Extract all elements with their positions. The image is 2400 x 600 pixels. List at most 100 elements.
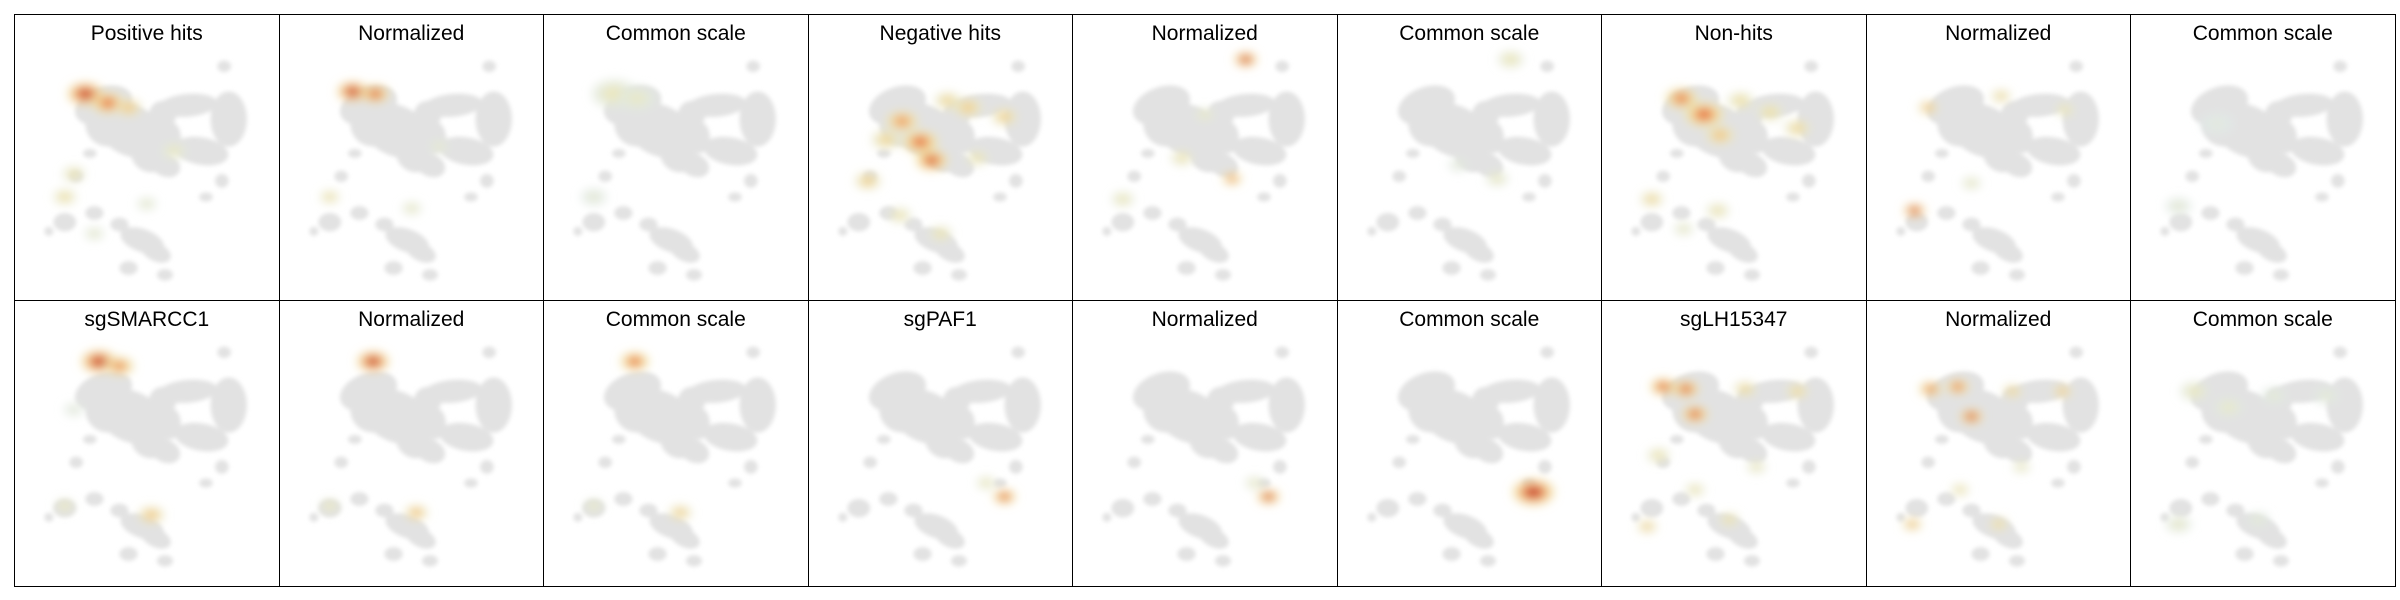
density-panel: Normalized: [1072, 14, 1338, 301]
cluster-region: [1496, 422, 1551, 452]
density-hotspot: [895, 117, 908, 125]
density-hotspots: [581, 79, 657, 205]
density-hotspot: [146, 512, 156, 518]
cluster-region: [2274, 93, 2334, 117]
cluster-region: [1216, 407, 1239, 440]
density-map: [573, 60, 776, 281]
cluster-region: [1273, 174, 1287, 188]
density-hotspot: [982, 480, 990, 486]
panel-title: Normalized: [1945, 308, 2052, 331]
cluster-region: [703, 422, 758, 452]
cluster-region: [308, 512, 318, 522]
cluster-region: [2050, 478, 2065, 488]
cluster-region: [463, 192, 478, 202]
cluster-region: [438, 136, 493, 166]
cluster-region: [669, 527, 700, 549]
cluster-region: [2226, 217, 2245, 232]
cluster-region: [1992, 527, 2023, 549]
density-hotspot: [92, 357, 106, 366]
cluster-region: [950, 555, 967, 567]
density-hotspots: [1245, 476, 1280, 504]
cluster-region: [481, 60, 496, 73]
cluster-region: [1275, 346, 1289, 359]
density-hotspots: [1111, 52, 1257, 207]
density-panel: Common scale: [543, 14, 809, 301]
cluster-region: [1214, 555, 1231, 567]
density-map: [837, 346, 1041, 567]
density-hotspots: [854, 92, 1017, 241]
cluster-region: [110, 217, 129, 232]
cluster-region: [174, 422, 229, 452]
cluster-region: [1745, 121, 1768, 154]
cluster-region: [1539, 60, 1554, 73]
cluster-region: [1102, 512, 1112, 522]
cluster-region: [1895, 512, 1905, 522]
density-hotspot: [962, 104, 973, 111]
density-map: [1102, 346, 1305, 567]
cluster-region: [2333, 60, 2347, 73]
cluster-region: [739, 91, 776, 147]
cluster-region: [1268, 377, 1305, 433]
cluster-region: [83, 434, 97, 444]
cluster-region: [1670, 148, 1684, 158]
density-hotspot: [70, 171, 78, 177]
cluster-region: [1143, 206, 1162, 220]
cluster-region: [119, 547, 138, 561]
cluster-region: [1727, 527, 1758, 549]
cluster-region: [1003, 91, 1041, 147]
cluster-region: [347, 434, 362, 444]
cluster-region: [422, 407, 446, 440]
cluster-region: [876, 148, 891, 158]
panel-title: Common scale: [605, 308, 746, 331]
density-hotspots: [1902, 379, 2072, 531]
density-panel-grid: Positive hits Normalized Common scale Negat…: [14, 14, 2396, 587]
cluster-region: [1904, 212, 1928, 232]
cluster-region: [1257, 192, 1271, 202]
cluster-region: [2256, 241, 2287, 263]
density-hotspot: [366, 358, 379, 365]
cluster-region: [374, 503, 394, 518]
cluster-region: [1697, 503, 1716, 518]
cluster-region: [2199, 148, 2213, 158]
cluster-region: [1904, 498, 1928, 518]
density-hotspot: [1680, 226, 1688, 232]
cluster-region: [943, 438, 974, 464]
cluster-region: [992, 478, 1007, 488]
cluster-region: [1407, 492, 1426, 506]
density-map: [837, 60, 1041, 281]
density-hotspot: [61, 503, 69, 508]
cluster-region: [83, 148, 97, 158]
base-map: [837, 346, 1041, 567]
cluster-region: [903, 503, 923, 518]
density-hotspots: [53, 82, 187, 240]
density-map: [44, 346, 247, 567]
cluster-region: [463, 478, 478, 488]
density-hotspot: [1691, 487, 1699, 492]
cluster-region: [1936, 386, 1983, 433]
cluster-region: [1727, 241, 1758, 263]
density-hotspot: [79, 90, 92, 98]
base-map: [2160, 346, 2363, 567]
cluster-region: [2331, 460, 2345, 474]
cluster-region: [1010, 346, 1025, 359]
cluster-region: [2066, 174, 2081, 188]
cluster-region: [2068, 346, 2083, 359]
cluster-region: [687, 407, 710, 440]
cluster-region: [85, 206, 104, 220]
cluster-region: [728, 478, 742, 488]
cluster-region: [1407, 386, 1454, 433]
cluster-region: [2185, 170, 2200, 183]
cluster-region: [2001, 152, 2032, 178]
density-hotspot: [972, 155, 981, 161]
cluster-region: [149, 438, 181, 464]
cluster-region: [1141, 434, 1155, 444]
cluster-region: [846, 498, 870, 518]
cluster-region: [140, 241, 171, 263]
cluster-region: [474, 377, 512, 433]
density-hotspot: [1793, 388, 1802, 394]
cluster-region: [1480, 379, 1540, 403]
cluster-region: [1216, 121, 1239, 154]
density-hotspot: [1525, 487, 1541, 497]
cluster-region: [421, 269, 438, 281]
cluster-region: [85, 492, 104, 506]
